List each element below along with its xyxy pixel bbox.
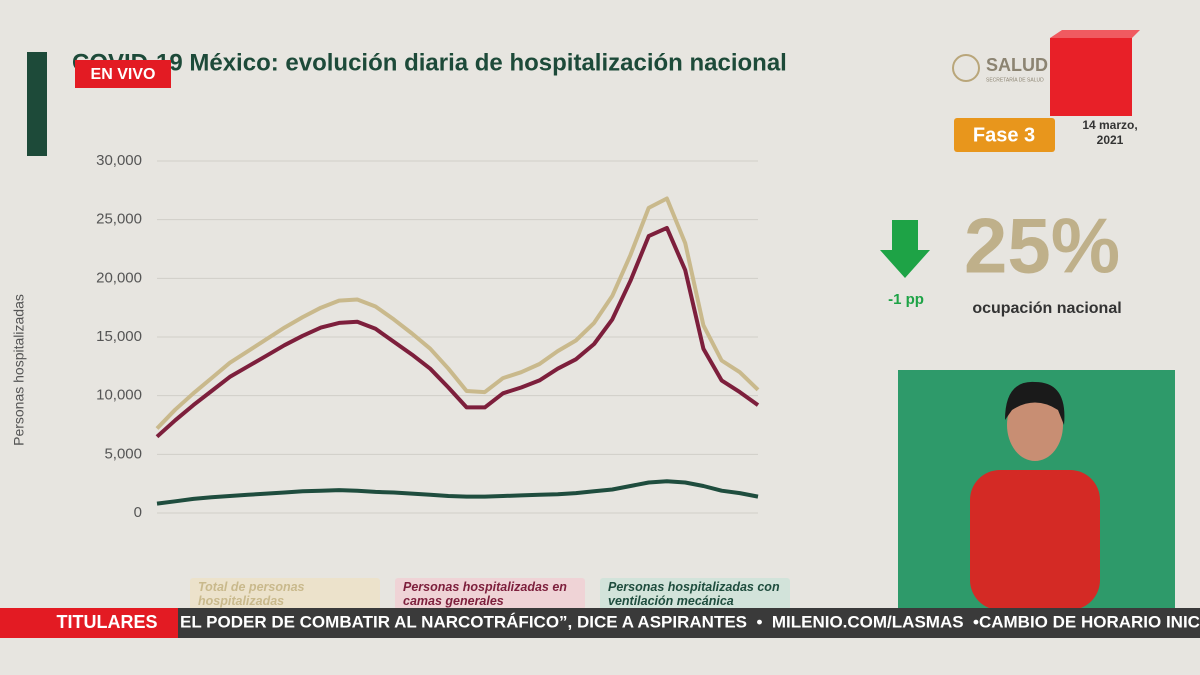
logo-subtext: SECRETARÍA DE SALUD <box>986 76 1044 83</box>
legend-box <box>395 578 585 610</box>
y-tick-label: 20,000 <box>96 269 142 286</box>
legend-entry: Personas hospitalizadas en camas general… <box>403 580 567 608</box>
plot: 0 5,000 10,000 15,000 20,000 25,000 30,000 Tota… <box>96 152 790 610</box>
logo-emblem <box>952 54 980 82</box>
legend-entry: Total de personas hospitalizadas <box>198 580 305 608</box>
title-accent <box>27 52 47 156</box>
interpreter-body <box>970 470 1100 610</box>
date: 14 marzo, 2021 <box>1082 118 1138 147</box>
legend-box <box>600 578 790 610</box>
ticker-label: TITULARES <box>57 612 158 632</box>
y-tick-label: 10,000 <box>96 387 142 404</box>
phase-text: Fase 3 <box>973 124 1035 146</box>
logo-text: SALUD <box>986 55 1048 75</box>
live-badge <box>75 60 171 88</box>
series-line <box>156 479 759 506</box>
interpreter-head <box>1007 389 1063 461</box>
change-text: -1 pp <box>888 291 924 308</box>
legend-box <box>190 578 380 610</box>
legend-label: Total de personas hospitalizadas <box>198 580 305 608</box>
channel-cube <box>1050 38 1132 116</box>
ticker-bar <box>0 608 1200 638</box>
live-text: EN VIVO <box>91 66 156 83</box>
interpreter-hair <box>1005 381 1065 425</box>
ticker-text: EL PODER DE COMBATIR AL NARCOTRÁFICO”, D… <box>180 612 1200 631</box>
ticker-label-bg <box>0 608 178 638</box>
channel-cube-top <box>1050 30 1140 38</box>
y-tick-label: 15,000 <box>96 328 142 345</box>
chart-title: COVID-19 México: evolución diaria de hos… <box>72 49 787 76</box>
series-line <box>155 196 760 430</box>
date-box: 14 marzo, 2021 <box>1082 118 1138 147</box>
phase-badge <box>954 118 1055 152</box>
y-tick-label: 0 <box>134 504 142 521</box>
down-arrow <box>880 220 930 278</box>
y-axis-label: Personas hospitalizadas <box>11 294 27 446</box>
occupancy-label: ocupación nacional <box>972 300 1121 317</box>
legend-label: Personas hospitalizadas en camas general… <box>403 580 567 608</box>
legend-label: Personas hospitalizadas con ventilación … <box>608 580 780 608</box>
series-line <box>155 225 760 439</box>
y-tick-label: 5,000 <box>104 445 142 462</box>
occupancy-value: 25% <box>964 202 1120 290</box>
legend-entry: Personas hospitalizadas con ventilación … <box>608 580 780 608</box>
y-tick-label: 25,000 <box>96 211 142 228</box>
y-tick-label: 30,000 <box>96 152 142 169</box>
